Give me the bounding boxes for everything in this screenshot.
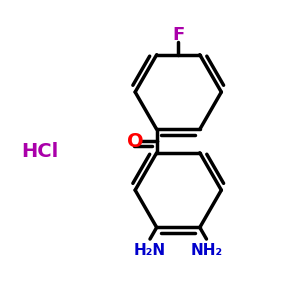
Text: F: F (172, 26, 184, 44)
Text: HCl: HCl (21, 142, 59, 161)
Text: H₂N: H₂N (134, 243, 166, 258)
Text: NH₂: NH₂ (190, 243, 223, 258)
Text: O: O (127, 132, 144, 151)
